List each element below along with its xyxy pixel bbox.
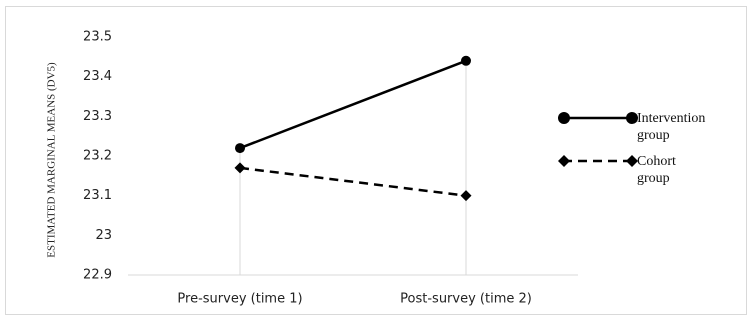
x-category-label: Post-survey (time 2) (400, 292, 532, 307)
y-tick-label: 23.2 (83, 149, 112, 164)
legend-label: Cohort (637, 154, 676, 169)
x-category-label: Pre-survey (time 1) (177, 292, 302, 307)
y-tick-label: 23.4 (83, 69, 112, 84)
legend-marker (558, 112, 570, 124)
data-point (460, 190, 472, 202)
y-tick-label: 23.3 (83, 109, 112, 124)
y-axis-label: ESTIMATED MARGINAL MEANS (DV5) (46, 62, 58, 258)
legend-label: group (637, 128, 670, 143)
y-tick-label: 23.1 (83, 188, 112, 203)
y-tick-label: 22.9 (83, 268, 112, 283)
legend-label: Intervention (637, 111, 705, 126)
series-line (239, 166, 467, 197)
legend-label: group (637, 171, 670, 186)
legend-marker (626, 155, 638, 167)
data-point (461, 55, 471, 66)
y-tick-label: 23 (95, 228, 112, 243)
legend-marker (558, 155, 570, 167)
legend-marker (626, 112, 638, 124)
data-point (234, 162, 246, 174)
series-line (239, 59, 467, 150)
y-tick-label: 23.5 (83, 30, 112, 45)
data-point (235, 143, 245, 154)
